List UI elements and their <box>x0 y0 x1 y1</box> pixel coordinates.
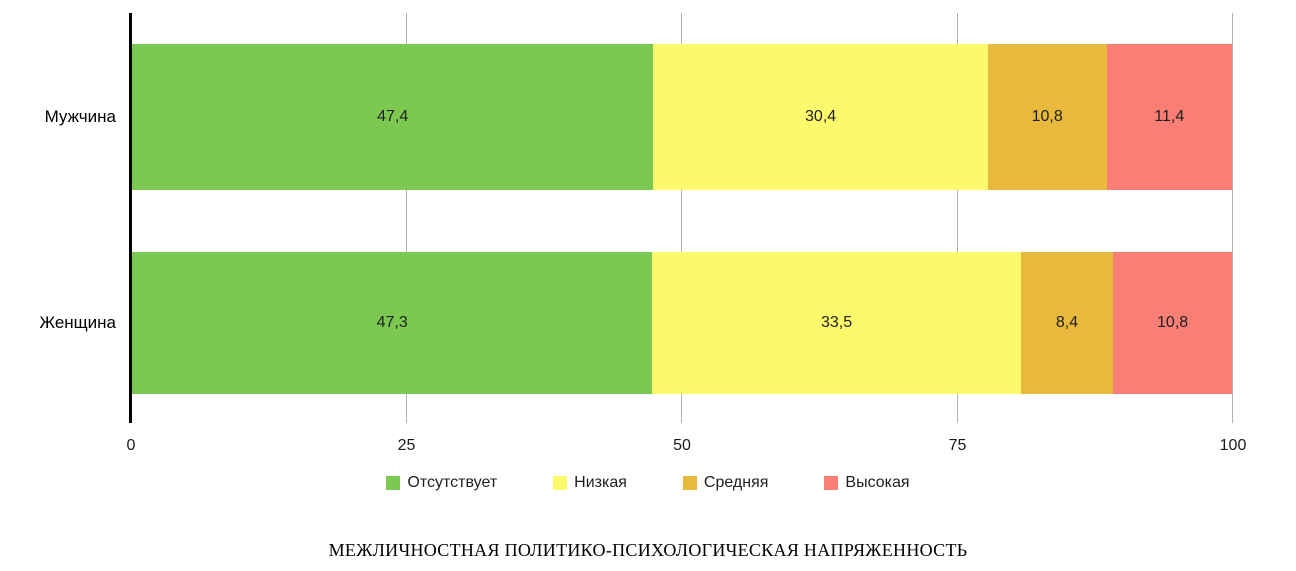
bar-segment: 33,5 <box>652 252 1021 394</box>
bar-value-label: 33,5 <box>820 314 853 331</box>
legend-swatch-icon <box>553 476 568 490</box>
legend-item: Высокая <box>824 474 910 492</box>
x-tick-label-75: 75 <box>948 437 967 454</box>
legend-swatch-icon <box>386 476 401 490</box>
legend-label: Отсутствует <box>407 474 498 491</box>
x-tick-label-50: 50 <box>673 437 691 454</box>
gridline-x-50 <box>681 13 682 423</box>
bar-value-label: 30,4 <box>805 108 837 125</box>
gridline-x-100 <box>1232 13 1233 423</box>
bar-segment: 11,4 <box>1106 44 1232 190</box>
bar-row-Женщина: 47,3 33,5 8,4 10,8 <box>132 252 1232 394</box>
x-tick-label-100: 100 <box>1219 437 1247 454</box>
legend-label: Низкая <box>574 474 627 491</box>
bar-segment: 8,4 <box>1020 252 1114 394</box>
legend-swatch-icon <box>682 476 697 490</box>
bar-value-label: 10,8 <box>1157 314 1189 331</box>
legend-swatch-icon <box>824 476 839 490</box>
chart-title: МЕЖЛИЧНОСТНАЯ ПОЛИТИКО-ПСИХОЛОГИЧЕСКАЯ Н… <box>328 540 968 560</box>
gridline-x-25 <box>405 13 407 423</box>
legend: Отсутствует Низкая Средняя Высокая <box>0 474 1296 492</box>
gridline-x-75 <box>956 13 958 423</box>
y-category-label: Женщина <box>39 313 116 332</box>
x-tick-label-25: 25 <box>397 437 416 454</box>
bar-value-label: 47,3 <box>376 314 408 331</box>
legend-item: Средняя <box>682 474 769 492</box>
bar-segment: 10,8 <box>987 44 1107 190</box>
bar-segment: 10,8 <box>1113 252 1232 394</box>
bar-segment: 47,4 <box>132 44 654 190</box>
legend-item: Низкая <box>553 474 627 492</box>
x-tick-label-0: 0 <box>126 437 136 454</box>
bar-row-Мужчина: 47,4 30,4 10,8 11,4 <box>132 44 1232 190</box>
bar-segment: 47,3 <box>132 252 653 394</box>
bar-value-label: 47,4 <box>377 108 409 125</box>
legend-item: Отсутствует <box>386 474 497 492</box>
y-axis-line <box>129 13 132 423</box>
y-category-label: Мужчина <box>44 107 116 126</box>
bar-value-label: 8,4 <box>1055 314 1079 331</box>
legend-label: Средняя <box>703 474 769 491</box>
bar-segment: 30,4 <box>653 44 988 190</box>
legend-label: Высокая <box>845 474 910 491</box>
bar-value-label: 10,8 <box>1031 108 1063 125</box>
plot-area: 47,4 30,4 10,8 11,4 47,3 33,5 8,4 10,8 <box>129 13 1233 423</box>
bar-value-label: 11,4 <box>1154 108 1185 125</box>
